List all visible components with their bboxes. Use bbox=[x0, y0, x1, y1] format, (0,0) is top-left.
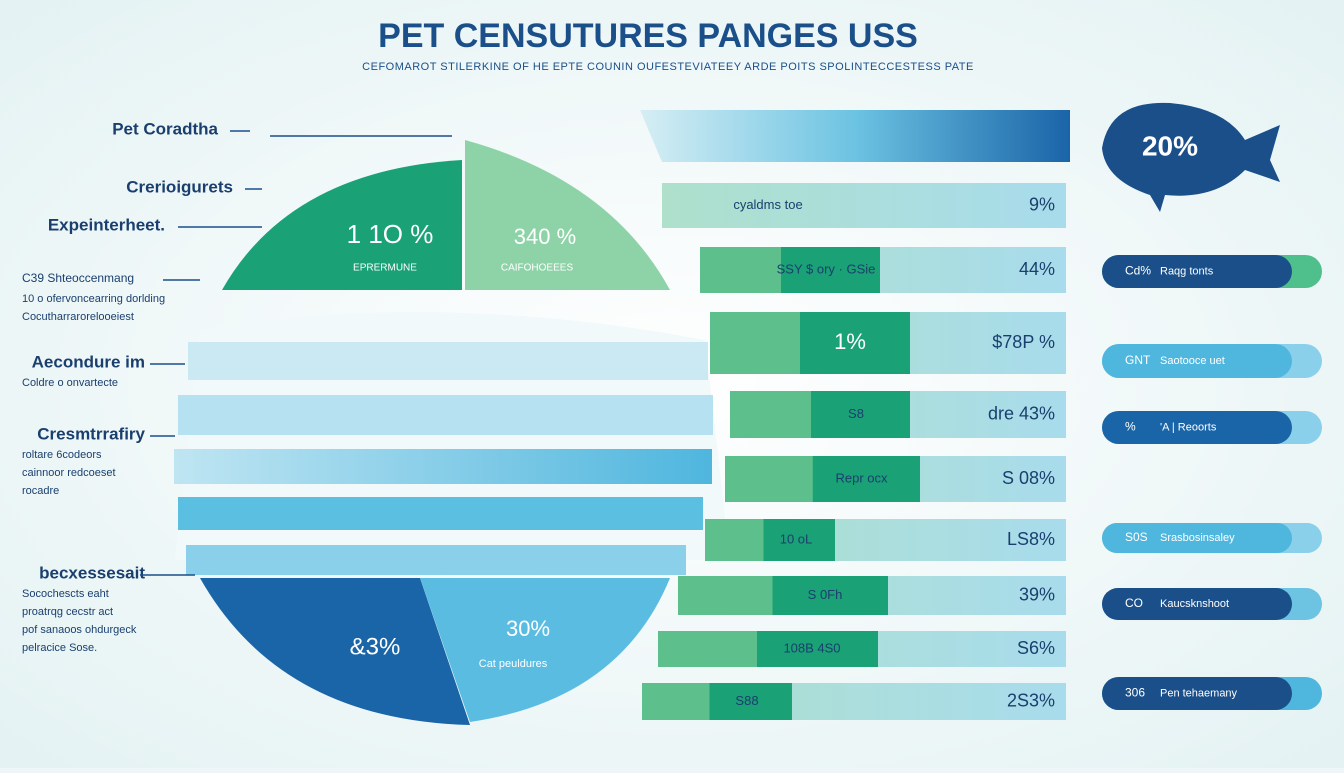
bar-segment bbox=[772, 576, 888, 615]
pill-label: Raqg tonts bbox=[1160, 265, 1214, 277]
bar-label: 1% bbox=[834, 329, 866, 354]
pie-value: 1 1O % bbox=[347, 219, 434, 249]
pill-code: CO bbox=[1125, 596, 1143, 610]
label-line: roltare 6codeors bbox=[22, 449, 102, 461]
bar-label: 10 oL bbox=[780, 531, 813, 546]
stripe bbox=[174, 449, 712, 484]
pill-label: Pen tehaemany bbox=[1160, 687, 1238, 699]
stripe bbox=[186, 545, 686, 575]
bar-segment bbox=[811, 391, 910, 438]
pill-code: Cd% bbox=[1125, 264, 1151, 278]
pie-value: 340 % bbox=[514, 224, 576, 249]
pie-sector bbox=[222, 160, 462, 290]
bar-segment bbox=[781, 247, 880, 293]
pill-code: 306 bbox=[1125, 686, 1145, 700]
label-heading: becxessesait bbox=[39, 563, 145, 582]
pill-label: Saotooce uet bbox=[1160, 355, 1225, 367]
pill-label: Kaucsknshoot bbox=[1160, 598, 1229, 610]
label-heading: Expeinterheet. bbox=[48, 215, 165, 234]
bar-segment bbox=[812, 456, 920, 502]
pill-code: % bbox=[1125, 420, 1136, 434]
pill-code: S0S bbox=[1125, 530, 1148, 544]
bar-label: Repr ocx bbox=[835, 470, 888, 485]
pie-label: EPRERMUNE bbox=[353, 263, 417, 274]
label-line: pof sanaoos ohdurgeck bbox=[22, 624, 137, 636]
bar-value: S 08% bbox=[1002, 468, 1055, 488]
fish-badge bbox=[1102, 102, 1280, 212]
bar-value: 44% bbox=[1019, 259, 1055, 279]
label-line: Cocutharrarorelooeiest bbox=[22, 311, 134, 323]
bar-value: 9% bbox=[1029, 194, 1055, 214]
label-line: pelracice Sose. bbox=[22, 642, 97, 654]
pill-label: Srasbosinsaley bbox=[1160, 532, 1235, 544]
bar-value: LS8% bbox=[1007, 529, 1055, 549]
bar-value: dre 43% bbox=[988, 403, 1055, 423]
label-line: cainnoor redcoeset bbox=[22, 467, 116, 479]
pie-label: Cat peuldures bbox=[479, 658, 548, 670]
label-heading: Crerioigurets bbox=[126, 177, 233, 196]
pill bbox=[1102, 411, 1292, 444]
pill-label: 'A | Reoorts bbox=[1160, 421, 1217, 433]
bar-label: S8 bbox=[848, 406, 864, 421]
pie-value: 30% bbox=[506, 616, 550, 641]
label-heading: Cresmtrrafiry bbox=[37, 424, 145, 443]
bar-value: 39% bbox=[1019, 584, 1055, 604]
label-heading: Aecondure im bbox=[32, 352, 145, 371]
dynamic-layer: Pet Coradtha Crerioigurets Expeinterheet. C… bbox=[22, 119, 1322, 720]
bar-value: $78P % bbox=[992, 332, 1055, 352]
stripe bbox=[178, 497, 703, 530]
bar-bg bbox=[662, 183, 1066, 228]
pill-code: GNT bbox=[1125, 353, 1151, 367]
label-line: Coldre o onvartecte bbox=[22, 377, 118, 389]
banner bbox=[640, 110, 1070, 162]
pill bbox=[1102, 588, 1292, 620]
bar-label: cyaldms toe bbox=[733, 197, 802, 212]
pill bbox=[1102, 677, 1292, 710]
bar-segment bbox=[800, 312, 910, 374]
label-line: proatrqg cecstr act bbox=[22, 606, 113, 618]
badge-value: 20% bbox=[1142, 130, 1198, 161]
bar-segment bbox=[709, 683, 792, 720]
label-line: rocadre bbox=[22, 485, 59, 497]
bar-label: S88 bbox=[735, 693, 758, 708]
title: PET CENSUTURES PANGES USS bbox=[378, 17, 918, 55]
bar-value: S6% bbox=[1017, 638, 1055, 658]
pie-sector bbox=[200, 578, 470, 725]
stripe bbox=[178, 395, 713, 435]
pie-label: CAIFOHOEEES bbox=[501, 263, 574, 274]
label-line: Socochescts eaht bbox=[22, 588, 109, 600]
bar-label: SSY $ ory · GSie bbox=[777, 261, 876, 276]
pie-sector bbox=[420, 578, 670, 722]
pill bbox=[1102, 523, 1292, 553]
label-line: 10 o ofervoncearring dorlding bbox=[22, 293, 165, 305]
bar-label: 108B 4S0 bbox=[783, 640, 840, 655]
subtitle: CEFOMAROT STILERKINE OF HE EPTE COUNIN O… bbox=[362, 61, 974, 73]
bar-value: 2S3% bbox=[1007, 690, 1055, 710]
label-heading: C39 Shteoccenmang bbox=[22, 271, 134, 285]
stripe bbox=[188, 342, 708, 380]
bar-segment bbox=[757, 631, 878, 667]
pie-sector bbox=[465, 140, 670, 290]
label-heading: Pet Coradtha bbox=[112, 119, 218, 138]
bar-segment bbox=[763, 519, 835, 561]
pie-value: &3% bbox=[350, 633, 401, 660]
bar-label: S 0Fh bbox=[808, 587, 843, 602]
pill bbox=[1102, 344, 1292, 378]
pill bbox=[1102, 255, 1292, 288]
